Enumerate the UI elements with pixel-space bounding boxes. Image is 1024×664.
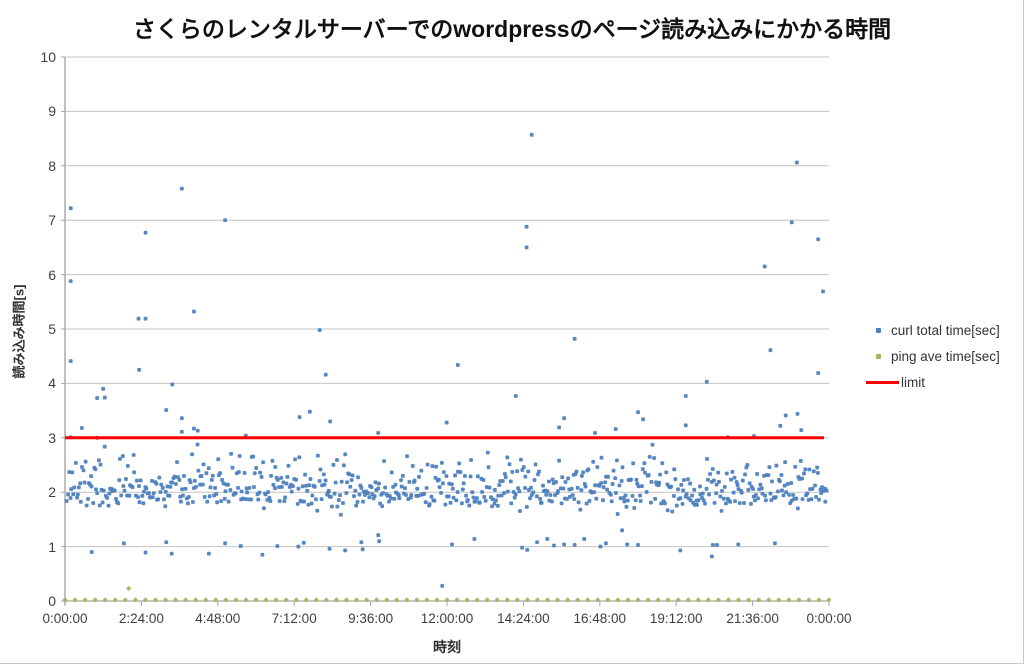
curl-series-marker-icon: [876, 327, 881, 333]
x-tick-label: 0:00:00: [42, 611, 88, 626]
y-tick-label: 5: [48, 321, 56, 337]
y-tick-label: 4: [48, 375, 56, 392]
x-tick-label: 0:00:00: [806, 611, 852, 626]
x-tick-label: 16:48:00: [573, 611, 627, 626]
x-tick-label: 12:00:00: [420, 611, 474, 626]
x-tick-label: 19:12:00: [649, 611, 703, 626]
y-tick-label: 2: [48, 484, 56, 501]
x-tick-label: 14:24:00: [497, 611, 550, 626]
y-tick-label: 10: [40, 49, 56, 65]
y-tick-label: 7: [48, 212, 56, 229]
x-tick-label: 7:12:00: [271, 611, 317, 626]
x-tick-label: 9:36:00: [348, 611, 394, 626]
legend-label-ping: ping ave time[sec]: [891, 348, 1000, 364]
x-tick-label: 2:24:00: [118, 611, 164, 626]
x-axis-title: 時刻: [433, 639, 461, 655]
legend: curl total time[sec] ping ave time[sec] …: [866, 317, 1022, 395]
legend-item-limit: limit: [866, 369, 1022, 395]
y-tick-label: 9: [48, 103, 56, 120]
y-tick-label: 8: [48, 157, 56, 174]
legend-item-ping: ping ave time[sec]: [866, 343, 1022, 369]
limit-line-marker-icon: [866, 380, 899, 384]
legend-item-curl: curl total time[sec]: [866, 317, 1022, 343]
y-tick-label: 3: [48, 429, 56, 446]
ping-series-marker-icon: [876, 353, 881, 359]
x-tick-label: 21:36:00: [726, 611, 779, 626]
y-tick-label: 0: [48, 593, 56, 609]
y-tick-label: 6: [48, 266, 56, 283]
y-tick-label: 1: [48, 538, 56, 555]
chart-title: さくらのレンタルサーバーでのwordpressのページ読み込みにかかる時間: [132, 16, 892, 42]
x-tick-label: 4:48:00: [195, 611, 241, 626]
legend-label-curl: curl total time[sec]: [891, 322, 1000, 338]
legend-label-limit: limit: [901, 374, 925, 390]
